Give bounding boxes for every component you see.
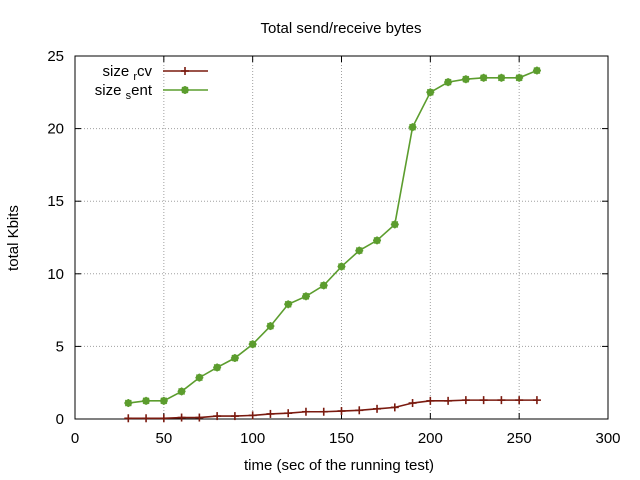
- data-point: [444, 396, 453, 405]
- data-point: [319, 281, 328, 290]
- data-point: [177, 413, 186, 422]
- series-line: [128, 69, 538, 404]
- data-point: [195, 373, 204, 382]
- legend-label: size sent: [95, 82, 153, 102]
- data-point: [461, 396, 470, 405]
- series-sent: [124, 66, 541, 408]
- y-tick-label: 15: [47, 193, 64, 210]
- data-point: [497, 396, 506, 405]
- data-point: [213, 363, 222, 372]
- data-point: [142, 396, 151, 405]
- data-point: [390, 220, 399, 229]
- data-point: [337, 262, 346, 271]
- data-point: [266, 322, 275, 331]
- data-point: [373, 404, 382, 413]
- data-point: [426, 88, 435, 97]
- legend-marker: [181, 67, 189, 75]
- data-point: [319, 407, 328, 416]
- y-tick-label: 5: [56, 338, 64, 355]
- data-point: [355, 246, 364, 255]
- data-point: [124, 414, 133, 423]
- series-layer: [124, 66, 541, 423]
- data-point: [532, 66, 541, 75]
- data-point: [284, 300, 293, 309]
- data-point: [230, 354, 239, 363]
- data-point: [532, 396, 541, 405]
- data-point: [177, 387, 186, 396]
- data-point: [266, 409, 275, 418]
- data-point: [159, 414, 168, 423]
- data-point: [195, 413, 204, 422]
- x-tick-label: 50: [155, 430, 172, 447]
- data-point: [301, 407, 310, 416]
- x-tick-label: 200: [418, 430, 443, 447]
- data-point: [248, 411, 257, 420]
- chart-title: Total send/receive bytes: [261, 20, 422, 37]
- data-point: [230, 412, 239, 421]
- data-point: [497, 73, 506, 82]
- y-tick-label: 20: [47, 121, 64, 138]
- x-tick-label: 0: [71, 430, 79, 447]
- y-axis-label: total Kbits: [5, 205, 22, 271]
- x-tick-label: 300: [595, 430, 620, 447]
- data-point: [213, 412, 222, 421]
- data-point: [142, 414, 151, 423]
- legend-entry: size sent: [95, 82, 208, 102]
- data-point: [426, 396, 435, 405]
- y-tick-label: 25: [47, 48, 64, 65]
- x-tick-label: 150: [329, 430, 354, 447]
- data-point: [355, 406, 364, 415]
- series-rcv: [124, 396, 541, 423]
- data-point: [124, 399, 133, 408]
- x-axis-label: time (sec of the running test): [244, 457, 434, 474]
- x-tick-label: 250: [507, 430, 532, 447]
- data-point: [444, 78, 453, 87]
- data-point: [337, 407, 346, 416]
- y-tick-label: 10: [47, 266, 64, 283]
- data-point: [159, 396, 168, 405]
- legend-marker: [181, 86, 189, 94]
- data-point: [373, 236, 382, 245]
- legend-label: size rcv: [102, 63, 152, 83]
- data-point: [515, 73, 524, 82]
- data-point: [479, 73, 488, 82]
- data-point: [408, 399, 417, 408]
- data-point: [461, 75, 470, 84]
- data-point: [284, 409, 293, 418]
- legend-entry: size rcv: [102, 63, 208, 83]
- y-tick-label: 0: [56, 411, 64, 428]
- data-point: [301, 292, 310, 301]
- data-point: [248, 340, 257, 349]
- data-point: [408, 123, 417, 132]
- series-line: [128, 399, 537, 420]
- x-tick-label: 100: [240, 430, 265, 447]
- data-point: [390, 403, 399, 412]
- data-point: [479, 396, 488, 405]
- data-point: [515, 396, 524, 405]
- y-axis-ticks: 0 5 10 15 20 25: [47, 48, 608, 428]
- x-axis-ticks: 0 50 100 150 200 250 300: [71, 56, 621, 447]
- grid-lines: [75, 56, 608, 419]
